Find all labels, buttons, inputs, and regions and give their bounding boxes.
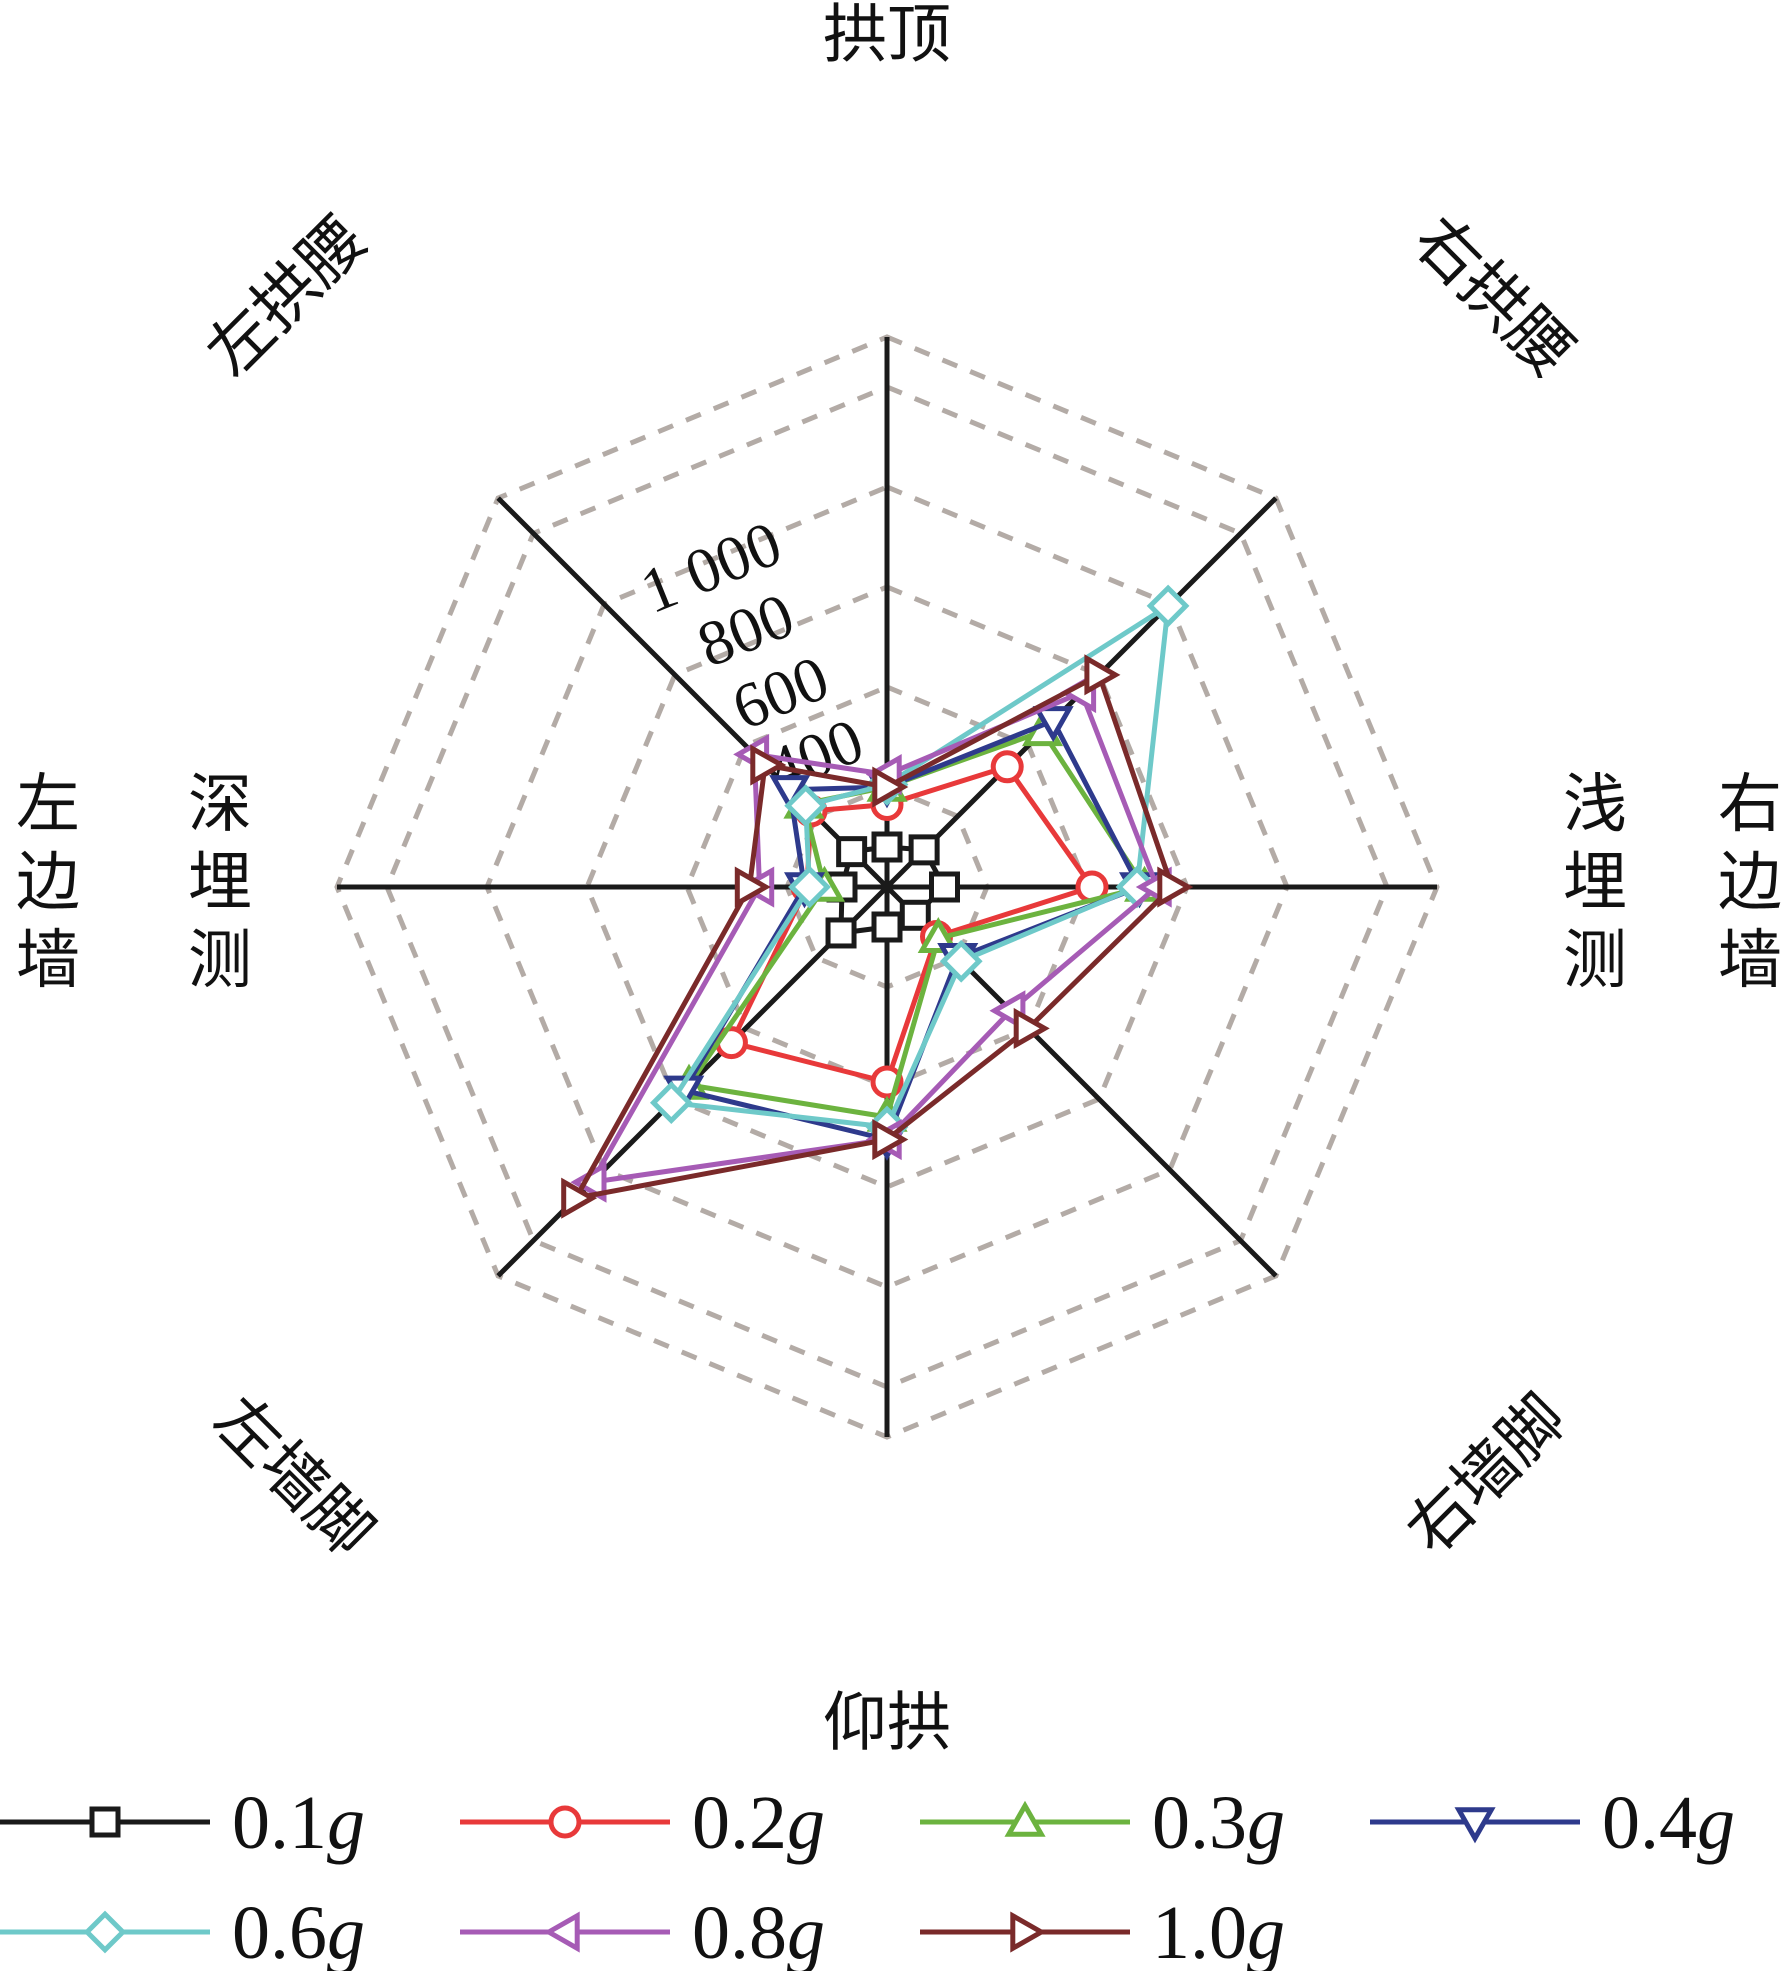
series-0.1g [825, 831, 960, 949]
data-point-0.6g-left-wall-foot [649, 1081, 693, 1125]
series-1.0g [561, 654, 1194, 1219]
data-point-0.6g-right-haunch [1146, 584, 1190, 628]
data-point-0.1g-right-wall [929, 871, 960, 903]
legend-marker-0.6g [83, 1910, 127, 1954]
axis-label-crown: 拱顶 [823, 0, 951, 73]
data-point-0.2g-right-haunch [990, 750, 1024, 784]
legend-label-0.2g: 0.2g [692, 1781, 825, 1865]
legend-label-0.1g: 0.1g [232, 1781, 365, 1865]
axis-label-right-wall-foot: 右墙脚 [1393, 1381, 1581, 1569]
grid-ring-800 [484, 484, 1290, 1290]
axis-sublabel-right-wall: 浅埋测 [1563, 768, 1627, 998]
data-point-0.4g-left-haunch [769, 775, 811, 812]
data-point-1.0g-right-wall [1157, 866, 1194, 908]
legend-label-0.3g: 0.3g [1152, 1781, 1285, 1865]
data-point-1.0g-left-haunch [750, 744, 787, 786]
axis-label-right-haunch: 右拱腰 [1399, 203, 1587, 391]
data-point-0.6g-left-haunch [784, 784, 828, 828]
legend-entry-0.6g: 0.6g [0, 1891, 365, 1971]
legend-entry-0.2g: 0.2g [460, 1781, 825, 1865]
legend-label-0.8g: 0.8g [692, 1891, 825, 1971]
data-point-0.2g-left-wall-foot [714, 1026, 748, 1060]
legend-entry-0.8g: 0.8g [460, 1891, 825, 1971]
legend-entry-0.4g: 0.4g [1370, 1781, 1735, 1865]
axis-label-right-wall: 右边墙 [1718, 768, 1782, 998]
data-point-0.1g-invert [871, 911, 903, 943]
axis-label-left-wall-foot: 左墙脚 [199, 1383, 387, 1571]
data-point-1.0g-invert [872, 1119, 909, 1161]
legend-marker-0.4g [1454, 1807, 1496, 1844]
radar-series [561, 584, 1194, 1219]
grid-ring-600 [584, 584, 1190, 1190]
radar-axes [337, 337, 1437, 1437]
legend-entry-0.3g: 0.3g [920, 1781, 1285, 1865]
axis-label-left-wall: 左边墙 [16, 768, 80, 998]
data-point-0.1g-left-wall-foot [825, 917, 857, 949]
data-point-0.6g-left-wall [788, 865, 831, 909]
axis-label-invert: 仰拱 [823, 1687, 951, 1761]
data-point-1.0g-left-wall-foot [561, 1177, 598, 1219]
data-point-1.0g-crown [872, 766, 909, 808]
legend-marker-0.1g [89, 1806, 121, 1838]
legend: 0.1g 0.2g 0.3g 0.4g 0.6g 0.8g 1.0g [0, 1781, 1735, 1971]
legend-entry-1.0g: 1.0g [920, 1891, 1285, 1971]
axis-sublabel-left-wall: 深埋测 [188, 768, 252, 998]
legend-marker-0.2g [548, 1805, 582, 1839]
data-point-0.1g-crown [871, 831, 903, 863]
legend-label-0.4g: 0.4g [1602, 1781, 1735, 1865]
data-point-0.4g-right-haunch [1032, 706, 1074, 743]
data-point-0.1g-right-haunch [908, 834, 940, 866]
data-point-1.0g-right-haunch [1084, 654, 1121, 696]
data-point-0.1g-right-wall-foot [899, 899, 931, 931]
data-point-1.0g-right-wall-foot [1013, 1007, 1050, 1050]
data-point-0.6g-right-wall-foot [939, 939, 983, 983]
legend-label-1.0g: 1.0g [1152, 1891, 1285, 1971]
data-point-1.0g-left-wall [734, 866, 771, 908]
legend-marker-0.8g [543, 1911, 580, 1953]
legend-marker-1.0g [1010, 1911, 1047, 1953]
axis-label-left-haunch: 左拱腰 [193, 203, 381, 391]
legend-marker-0.3g [1004, 1800, 1046, 1837]
data-point-0.1g-left-haunch [836, 836, 868, 868]
legend-label-0.6g: 0.6g [232, 1891, 365, 1971]
legend-entry-0.1g: 0.1g [0, 1781, 365, 1865]
